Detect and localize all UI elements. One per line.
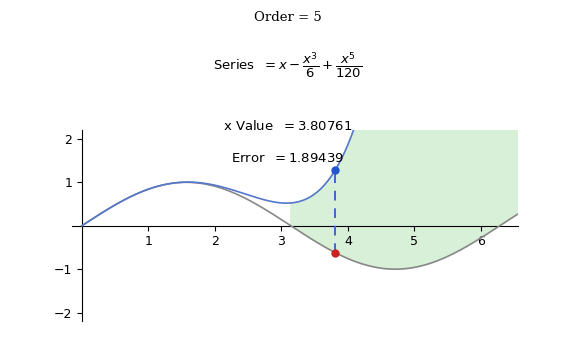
Text: Order = 5: Order = 5 xyxy=(254,11,321,24)
Text: Error  $= 1.89439$: Error $= 1.89439$ xyxy=(231,152,344,165)
Text: Series  $= x - \dfrac{x^3}{6} + \dfrac{x^5}{120}$: Series $= x - \dfrac{x^3}{6} + \dfrac{x^… xyxy=(213,51,362,80)
Text: x Value  $= 3.80761$: x Value $= 3.80761$ xyxy=(223,119,352,133)
